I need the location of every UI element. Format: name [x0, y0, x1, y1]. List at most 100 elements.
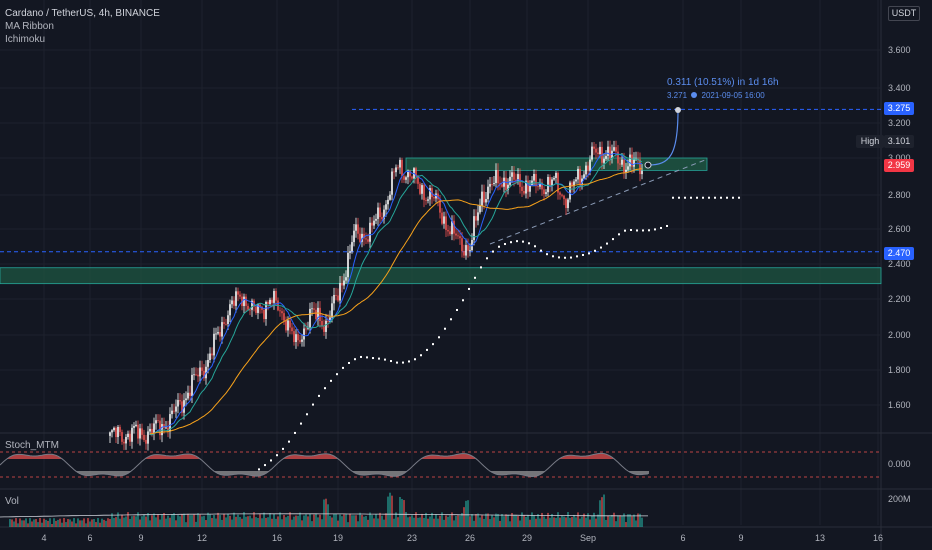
- candle-body: [369, 222, 371, 242]
- candle-body: [461, 238, 463, 252]
- volume-bar: [427, 518, 429, 527]
- ichimoku-dot: [396, 361, 398, 364]
- candle-body: [201, 367, 203, 371]
- volume-bar: [541, 512, 543, 527]
- ichimoku-dot: [714, 196, 716, 199]
- volume-bar: [533, 515, 535, 527]
- candle-body: [123, 441, 125, 444]
- ichimoku-dot: [522, 240, 524, 243]
- volume-bar: [327, 504, 329, 527]
- candle-body: [633, 159, 635, 167]
- candle-body: [575, 179, 577, 182]
- candle-body: [145, 439, 147, 444]
- volume-bar: [69, 519, 71, 527]
- ichimoku-dot: [612, 238, 614, 241]
- volume-bar: [579, 518, 581, 527]
- candle-body: [143, 434, 145, 440]
- candle-body: [595, 148, 597, 153]
- x-tick-label: 6: [680, 533, 686, 543]
- ichimoku-dot: [336, 373, 338, 376]
- volume-bar: [415, 512, 417, 527]
- ichimoku-dot: [354, 358, 356, 361]
- volume-bar: [589, 519, 591, 527]
- volume-bar: [81, 520, 83, 527]
- volume-bar: [613, 512, 615, 527]
- candle-body: [391, 171, 393, 195]
- candle-body: [209, 353, 211, 360]
- volume-scale-label: 200M: [888, 494, 911, 504]
- volume-bar: [405, 512, 407, 527]
- volume-bar: [445, 515, 447, 527]
- volume-bar: [423, 517, 425, 527]
- volume-bar: [403, 500, 405, 527]
- candle-body: [173, 410, 175, 412]
- candle-body: [351, 242, 353, 252]
- projection-price: 3.271: [667, 91, 688, 100]
- candle-body: [597, 152, 599, 154]
- candle-body: [379, 207, 381, 218]
- volume-bar: [217, 512, 219, 527]
- y-tick-label: 3.000: [888, 153, 911, 163]
- volume-bar: [177, 515, 179, 527]
- candle-body: [297, 334, 299, 341]
- ichimoku-dot: [528, 242, 530, 245]
- ichimoku-dot: [312, 403, 314, 406]
- volume-bar: [457, 515, 459, 527]
- volume-bar: [413, 517, 415, 527]
- candle-body: [513, 172, 515, 180]
- volume-bar: [51, 523, 53, 527]
- ichimoku-dot: [672, 196, 674, 199]
- volume-bar: [103, 519, 105, 527]
- candle-body: [239, 294, 241, 297]
- volume-bar: [53, 518, 55, 527]
- candle-body: [395, 167, 397, 173]
- volume-bar: [635, 520, 637, 527]
- volume-bar: [483, 518, 485, 527]
- candle-body: [195, 374, 197, 376]
- candle-body: [537, 186, 539, 188]
- currency-button[interactable]: USDT: [888, 6, 920, 21]
- candle-body: [299, 340, 301, 342]
- volume-bar: [43, 518, 45, 527]
- candle-body: [447, 229, 449, 232]
- candle-body: [469, 250, 471, 251]
- ichimoku-dot: [708, 196, 710, 199]
- volume-bar: [323, 499, 325, 527]
- volume-bar: [119, 518, 121, 527]
- volume-name[interactable]: Vol: [5, 496, 19, 507]
- volume-bar: [593, 512, 595, 527]
- oscillator-name[interactable]: Stoch_MTM: [5, 440, 59, 451]
- volume-bar: [591, 515, 593, 527]
- ichimoku-dot: [414, 358, 416, 361]
- volume-bar: [95, 522, 97, 527]
- candle-body: [115, 427, 117, 438]
- candle-body: [487, 186, 489, 200]
- support-zone: [0, 267, 882, 285]
- volume-bar: [325, 498, 327, 527]
- volume-bar: [575, 517, 577, 527]
- volume-bar: [431, 512, 433, 527]
- indicator-ichimoku[interactable]: Ichimoku: [5, 34, 46, 45]
- candle-body: [417, 176, 419, 184]
- candle-body: [279, 310, 281, 312]
- ichimoku-dot: [726, 196, 728, 199]
- volume-bar: [31, 521, 33, 527]
- candle-body: [443, 216, 445, 224]
- volume-bar: [495, 513, 497, 527]
- volume-bar: [211, 518, 213, 527]
- ichimoku-dot: [570, 256, 572, 259]
- candle-body: [251, 300, 253, 310]
- candle-body: [455, 233, 457, 236]
- ichimoku-dot: [402, 361, 404, 364]
- high-price-tag: 3.101: [884, 135, 914, 148]
- volume-bar: [573, 514, 575, 527]
- candle-body: [349, 251, 351, 253]
- volume-bar: [83, 518, 85, 527]
- indicator-ma-ribbon[interactable]: MA Ribbon: [5, 21, 54, 32]
- volume-bar: [127, 512, 129, 527]
- volume-bar: [441, 512, 443, 527]
- candle-body: [339, 283, 341, 301]
- candle-body: [565, 199, 567, 209]
